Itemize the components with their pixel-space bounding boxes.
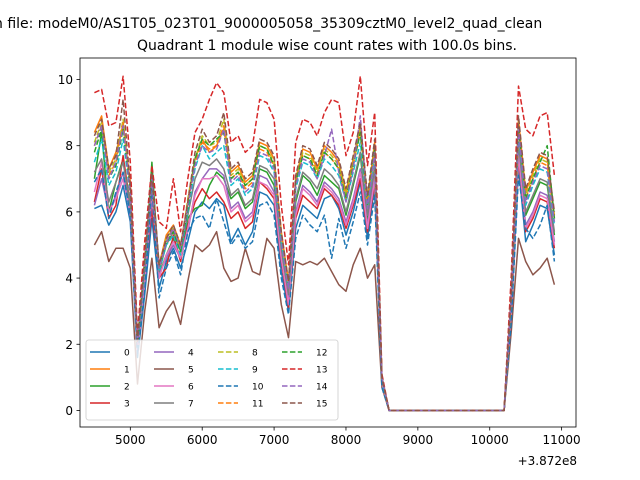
x-tick-label: 8000 <box>331 433 362 447</box>
legend-label: 7 <box>188 400 194 410</box>
plot-area <box>93 75 556 412</box>
legend-label: 2 <box>124 383 130 393</box>
plot-frame <box>79 57 577 428</box>
legend-label: 11 <box>252 400 263 410</box>
legend-label: 13 <box>316 366 327 376</box>
legend-label: 14 <box>316 383 328 393</box>
y-tick-label: 4 <box>65 272 73 286</box>
x-tick-label: 6000 <box>187 433 218 447</box>
x-offset-label: +3.872e8 <box>518 454 577 468</box>
series-line-14 <box>93 115 556 412</box>
legend-label: 1 <box>124 366 130 376</box>
y-tick-label: 6 <box>65 205 73 219</box>
legend-label: 4 <box>188 349 194 359</box>
legend-label: 0 <box>124 349 130 359</box>
y-tick-label: 10 <box>58 73 73 87</box>
legend-label: 9 <box>252 366 258 376</box>
legend-box <box>85 339 339 421</box>
x-tick-label: 11000 <box>543 433 581 447</box>
x-tick-label: 10000 <box>471 433 509 447</box>
legend-label: 10 <box>252 383 264 393</box>
y-tick-label: 0 <box>65 404 73 418</box>
figure-suptitle: n file: modeM0/AS1T05_023T01_9000005058_… <box>0 16 542 32</box>
y-tick-label: 2 <box>65 338 73 352</box>
y-tick-label: 8 <box>65 139 73 153</box>
legend-label: 15 <box>316 400 327 410</box>
legend-label: 5 <box>188 366 194 376</box>
x-tick-label: 7000 <box>259 433 290 447</box>
x-tick-label: 5000 <box>115 433 146 447</box>
legend-label: 12 <box>316 349 327 359</box>
legend-label: 8 <box>252 349 258 359</box>
chart-title: Quadrant 1 module wise count rates with … <box>137 38 517 54</box>
legend-label: 3 <box>124 400 130 410</box>
series-line-8 <box>93 118 556 412</box>
x-tick-label: 9000 <box>403 433 434 447</box>
legend-label: 6 <box>188 383 194 393</box>
series-line-15 <box>93 98 556 412</box>
